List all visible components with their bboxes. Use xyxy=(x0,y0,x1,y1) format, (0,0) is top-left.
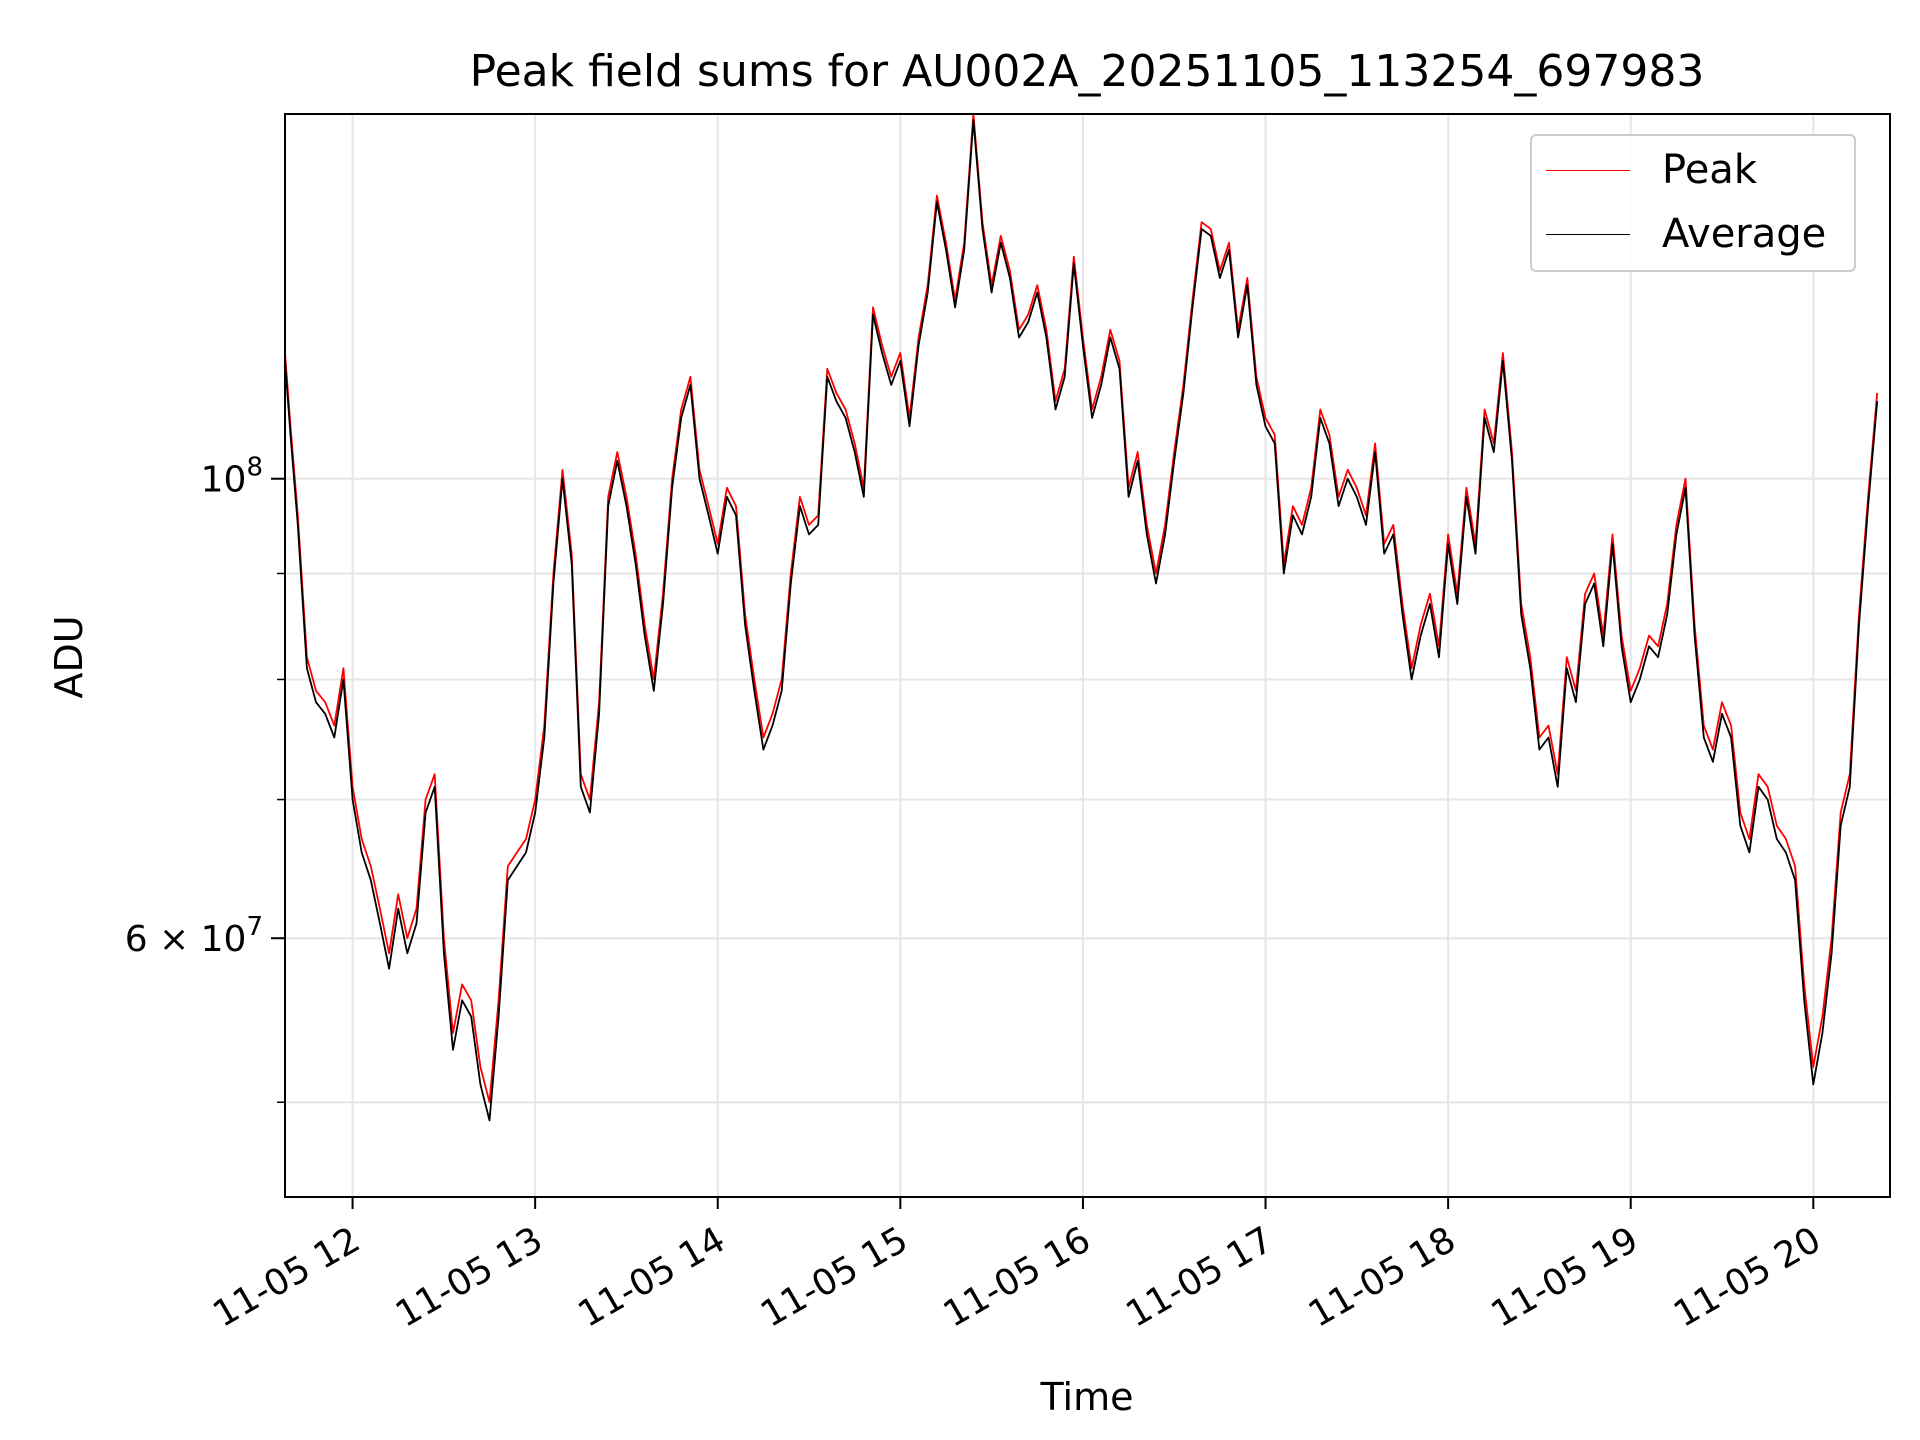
plot-area-frame xyxy=(284,113,1891,1198)
series-line-average xyxy=(285,119,1879,1122)
legend-entry-peak: Peak xyxy=(1546,147,1757,193)
axes: 11-05 12 11-05 13 11-05 14 11-05 15 11-05 16… xyxy=(125,453,1828,1336)
y-tick-label: 108 xyxy=(201,453,263,501)
x-tick-label: 11-05 16 xyxy=(937,1219,1098,1335)
x-axis-label: Time xyxy=(1040,1375,1134,1419)
x-tick-label: 11-05 14 xyxy=(572,1219,733,1335)
x-tick-label: 11-05 18 xyxy=(1302,1219,1463,1335)
x-tick-label: 11-05 19 xyxy=(1485,1219,1646,1335)
x-tick-label: 11-05 13 xyxy=(389,1219,550,1335)
legend-label-average: Average xyxy=(1662,211,1827,257)
chart-title: Peak field sums for AU002A_20251105_1132… xyxy=(470,46,1705,97)
series-lines xyxy=(285,114,1879,1122)
x-tick-label: 11-05 15 xyxy=(754,1219,915,1335)
legend-label-peak: Peak xyxy=(1662,147,1757,193)
legend: Peak Average xyxy=(1530,134,1856,272)
grid-lines xyxy=(285,114,1890,1197)
legend-entry-average: Average xyxy=(1546,211,1827,257)
legend-swatch-peak xyxy=(1546,169,1630,171)
legend-swatch-average xyxy=(1546,233,1630,235)
y-tick-label: 6 × 107 xyxy=(125,912,263,960)
x-tick-label: 11-05 20 xyxy=(1667,1219,1828,1335)
x-tick-label: 11-05 12 xyxy=(206,1219,367,1335)
x-tick-label: 11-05 17 xyxy=(1119,1219,1280,1335)
y-axis-label: ADU xyxy=(47,615,91,698)
